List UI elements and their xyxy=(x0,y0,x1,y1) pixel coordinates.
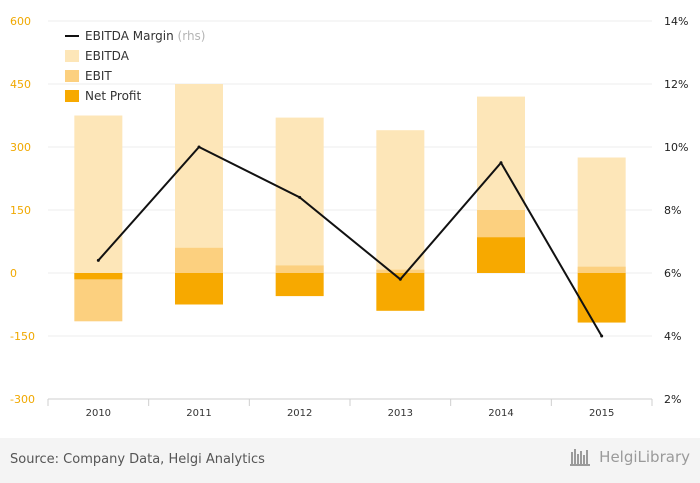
bar-net-profit-2012 xyxy=(275,273,324,297)
x-tick-label: 2012 xyxy=(287,408,312,419)
y-right-tick-label: 8% xyxy=(664,204,681,217)
y-left-tick-label: -300 xyxy=(10,393,35,406)
margin-line xyxy=(96,145,604,338)
legend-label-net-profit: Net Profit xyxy=(85,89,141,103)
y-right-tick-label: 2% xyxy=(664,393,681,406)
bar-ebit-2012 xyxy=(275,265,324,273)
point-margin-2014 xyxy=(499,161,503,165)
y-left-tick-label: 0 xyxy=(10,267,17,280)
x-tick-label: 2011 xyxy=(186,408,211,419)
point-margin-2015 xyxy=(600,334,604,338)
gridlines xyxy=(48,20,652,337)
logo-text: HelgiLibrary xyxy=(599,448,690,466)
y-right-tick-label: 4% xyxy=(664,330,681,343)
point-margin-2012 xyxy=(298,195,302,199)
y-left-tick-label: 300 xyxy=(10,141,31,154)
bar-ebit-2013 xyxy=(376,269,425,273)
bar-net-profit-2011 xyxy=(175,273,223,305)
bar-net-profit-2010 xyxy=(74,273,123,280)
footer: Source: Company Data, Helgi Analytics He… xyxy=(0,438,700,483)
x-tick-label: 2015 xyxy=(589,408,614,419)
bar-net-profit-2014 xyxy=(477,237,525,273)
point-margin-2013 xyxy=(398,277,402,281)
legend: EBITDA Margin (rhs) EBITDA EBIT Net Profit xyxy=(65,29,206,103)
bar-ebit-2010 xyxy=(74,273,123,322)
library-books-icon xyxy=(570,449,591,466)
y-left-tick-label: -150 xyxy=(10,330,35,343)
legend-note-rhs: (rhs) xyxy=(174,29,206,43)
bars xyxy=(74,84,626,323)
bar-ebitda-2011 xyxy=(175,84,223,273)
helgi-library-logo[interactable]: HelgiLibrary xyxy=(570,448,690,466)
legend-swatch-ebitda xyxy=(65,50,79,62)
legend-label-ebitda: EBITDA xyxy=(85,49,130,63)
legend-swatch-ebit xyxy=(65,70,79,82)
bar-ebitda-2010 xyxy=(74,115,123,273)
x-tick-label: 2014 xyxy=(488,408,513,419)
bar-ebit-2011 xyxy=(175,247,223,273)
point-margin-2010 xyxy=(96,258,100,262)
legend-label-ebitda-margin: EBITDA Margin (rhs) xyxy=(85,29,206,43)
chart: 600 450 300 150 0 -150 -300 14% 12% 10% 8% 6% 4% 2% 20… xyxy=(10,15,688,419)
bar-ebitda-2012 xyxy=(275,117,324,273)
y-right-tick-label: 12% xyxy=(664,78,688,91)
legend-swatch-net-profit xyxy=(65,90,79,102)
point-margin-2011 xyxy=(197,145,201,149)
y-left-tick-label: 600 xyxy=(10,15,31,28)
y-left-tick-label: 450 xyxy=(10,78,31,91)
y-right-tick-label: 10% xyxy=(664,141,688,154)
x-tick-label: 2010 xyxy=(86,408,111,419)
legend-label-ebit: EBIT xyxy=(85,69,112,83)
bar-ebitda-2015 xyxy=(577,157,626,273)
y-left-tick-label: 150 xyxy=(10,204,31,217)
x-tick-label: 2013 xyxy=(388,408,413,419)
bar-ebitda-2013 xyxy=(376,130,425,273)
y-right-tick-label: 6% xyxy=(664,267,681,280)
line-ebitda-margin xyxy=(97,145,603,337)
bar-net-profit-2015 xyxy=(577,273,626,323)
y-right-tick-label: 14% xyxy=(664,15,688,28)
bar-ebit-2015 xyxy=(577,266,626,273)
axes: 600 450 300 150 0 -150 -300 14% 12% 10% 8% 6% 4% 2% 20… xyxy=(10,15,688,419)
source-text: Source: Company Data, Helgi Analytics xyxy=(10,452,265,467)
